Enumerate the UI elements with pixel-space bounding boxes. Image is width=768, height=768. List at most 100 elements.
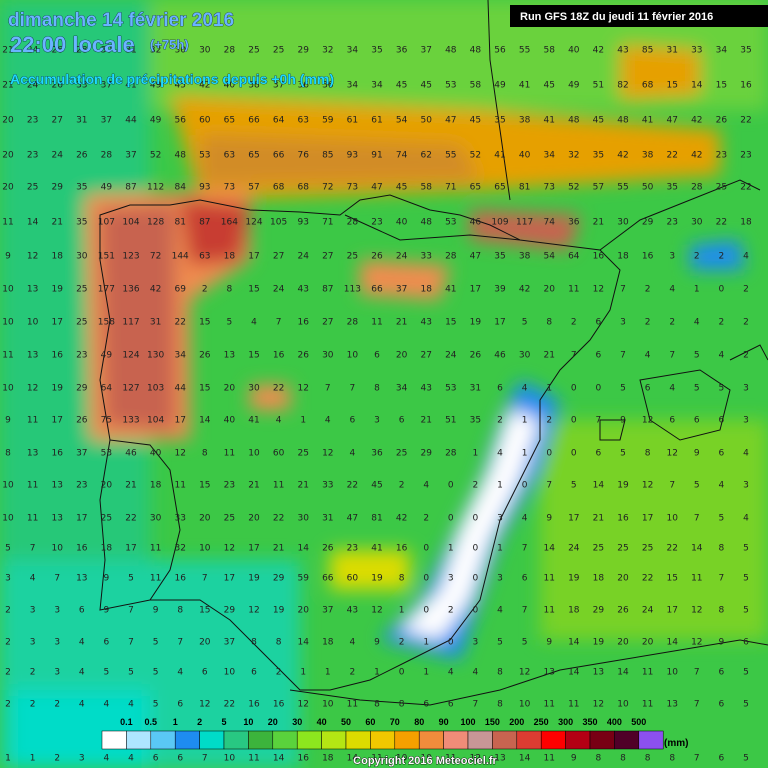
grid-value: 4 (694, 318, 700, 328)
grid-value: 4 (30, 574, 36, 584)
grid-value: 24 (445, 351, 457, 361)
grid-value: 16 (273, 700, 285, 710)
grid-value: 10 (2, 318, 14, 328)
legend-label: 350 (582, 717, 597, 727)
grid-value: 5 (743, 606, 749, 616)
grid-value: 65 (248, 151, 259, 161)
grid-value: 44 (174, 384, 186, 394)
grid-value: 5 (694, 351, 700, 361)
grid-value: 37 (322, 606, 333, 616)
grid-value: 2 (645, 318, 651, 328)
grid-value: 109 (491, 218, 508, 228)
grid-value: 8 (719, 606, 725, 616)
grid-value: 33 (174, 514, 185, 524)
grid-value: 19 (371, 574, 383, 584)
grid-value: 21 (420, 416, 431, 426)
grid-value: 1 (423, 668, 429, 678)
grid-value: 11 (543, 754, 554, 764)
grid-value: 158 (98, 318, 115, 328)
grid-value: 18 (224, 252, 236, 262)
grid-value: 23 (716, 151, 727, 161)
grid-value: 45 (543, 81, 554, 91)
grid-value: 5 (694, 481, 700, 491)
grid-value: 41 (642, 116, 653, 126)
grid-value: 17 (76, 514, 87, 524)
grid-value: 7 (546, 481, 552, 491)
grid-value: 65 (494, 183, 505, 193)
grid-value: 21 (543, 351, 554, 361)
grid-value: 16 (51, 449, 63, 459)
grid-value: 55 (445, 151, 456, 161)
legend-swatch (638, 730, 664, 750)
grid-value: 30 (76, 252, 88, 262)
grid-value: 4 (423, 481, 429, 491)
legend-label: 0.1 (120, 717, 133, 727)
grid-value: 40 (568, 46, 580, 56)
grid-value: 51 (445, 416, 456, 426)
grid-value: 75 (101, 416, 112, 426)
grid-value: 49 (150, 81, 162, 91)
grid-value: 65 (224, 116, 235, 126)
legend-swatch (492, 730, 518, 750)
grid-value: 7 (325, 384, 331, 394)
grid-value: 81 (174, 218, 185, 228)
grid-value: 25 (617, 544, 628, 554)
grid-value: 26 (51, 81, 63, 91)
grid-value: 31 (125, 46, 136, 56)
copyright: Copyright 2016 Meteociel.fr (353, 755, 497, 767)
grid-value: 41 (494, 151, 505, 161)
grid-value: 12 (691, 638, 702, 648)
grid-value: 39 (494, 285, 506, 295)
grid-value: 26 (76, 151, 88, 161)
grid-value: 2 (5, 638, 11, 648)
grid-value: 20 (2, 183, 14, 193)
grid-value: 2 (743, 351, 749, 361)
grid-value: 20 (297, 606, 309, 616)
legend-label: 70 (390, 717, 400, 727)
grid-value: 4 (104, 754, 110, 764)
grid-value: 11 (27, 416, 38, 426)
grid-value: 107 (98, 218, 115, 228)
grid-value: 17 (666, 606, 677, 616)
grid-value: 124 (122, 351, 139, 361)
grid-value: 8 (227, 285, 233, 295)
grid-value: 12 (642, 416, 653, 426)
grid-value: 104 (147, 416, 164, 426)
grid-value: 37 (224, 638, 235, 648)
grid-value: 7 (669, 481, 675, 491)
grid-value: 63 (224, 151, 235, 161)
grid-value: 3 (374, 416, 380, 426)
grid-value: 24 (396, 252, 408, 262)
legend-label: 150 (485, 717, 500, 727)
legend-label: 90 (439, 717, 449, 727)
grid-value: 60 (347, 574, 359, 584)
grid-value: 105 (270, 218, 287, 228)
grid-value: 12 (297, 700, 308, 710)
grid-value: 46 (494, 351, 506, 361)
grid-value: 72 (150, 252, 161, 262)
grid-value: 15 (248, 285, 259, 295)
grid-value: 53 (199, 151, 210, 161)
grid-value: 2 (5, 700, 11, 710)
grid-value: 27 (273, 252, 284, 262)
grid-value: 14 (593, 481, 605, 491)
grid-value: 14 (691, 81, 703, 91)
grid-value: 5 (571, 481, 577, 491)
grid-value: 2 (571, 318, 577, 328)
grid-value: 133 (122, 416, 139, 426)
grid-value: 3 (669, 252, 675, 262)
grid-value: 26 (51, 46, 63, 56)
grid-value: 9 (719, 638, 725, 648)
grid-value: 41 (445, 285, 456, 295)
grid-value: 29 (273, 574, 285, 584)
legend-swatch (126, 730, 152, 750)
grid-value: 8 (546, 318, 552, 328)
grid-value: 8 (497, 668, 503, 678)
grid-value: 87 (199, 218, 210, 228)
grid-value: 16 (174, 574, 186, 584)
grid-value: 4 (104, 700, 110, 710)
grid-value: 48 (420, 218, 432, 228)
grid-value: 4 (79, 668, 85, 678)
grid-value: 113 (344, 285, 361, 295)
grid-value: 21 (273, 544, 284, 554)
